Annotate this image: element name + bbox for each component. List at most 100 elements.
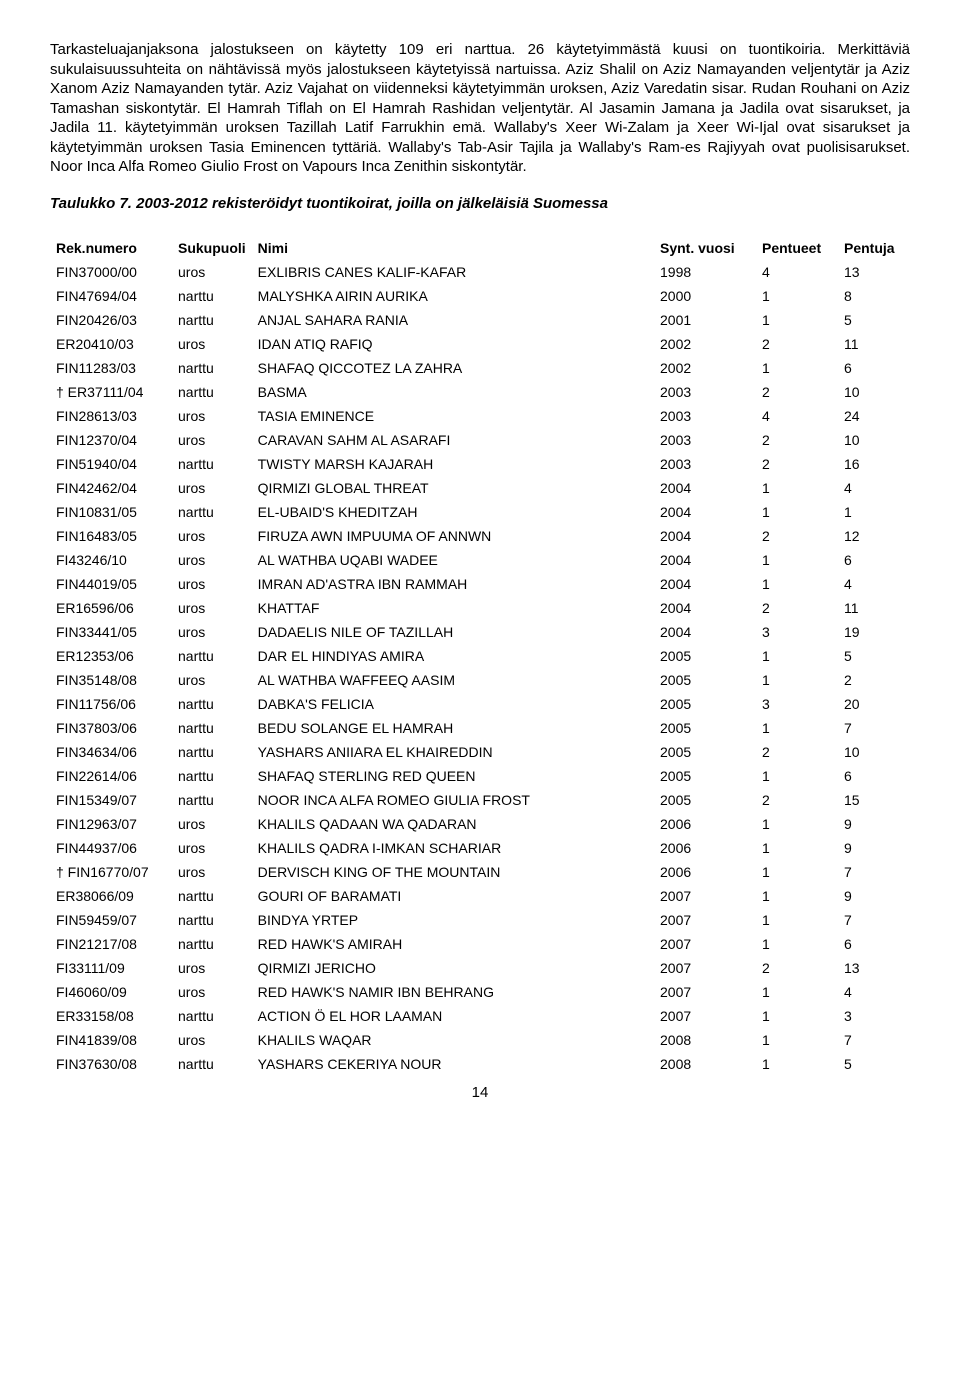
table-cell: 2 bbox=[756, 788, 838, 812]
table-row: ER20410/03urosIDAN ATIQ RAFIQ2002211 bbox=[50, 332, 910, 356]
table-row: ER38066/09narttuGOURI OF BARAMATI200719 bbox=[50, 884, 910, 908]
table-cell: AL WATHBA WAFFEEQ AASIM bbox=[252, 668, 654, 692]
table-cell: 20 bbox=[838, 692, 910, 716]
table-cell: 2 bbox=[756, 740, 838, 764]
table-cell: uros bbox=[172, 428, 252, 452]
table-cell: 2 bbox=[756, 428, 838, 452]
table-cell: FIN37630/08 bbox=[50, 1052, 172, 1076]
table-cell: DADAELIS NILE OF TAZILLAH bbox=[252, 620, 654, 644]
table-cell: 16 bbox=[838, 452, 910, 476]
table-cell: 1 bbox=[756, 1028, 838, 1052]
table-cell: 13 bbox=[838, 956, 910, 980]
table-cell: BASMA bbox=[252, 380, 654, 404]
table-cell: 4 bbox=[756, 260, 838, 284]
table-cell: 2003 bbox=[654, 380, 756, 404]
table-cell: 2004 bbox=[654, 548, 756, 572]
table-cell: 12 bbox=[838, 524, 910, 548]
table-cell: 2007 bbox=[654, 1004, 756, 1028]
table-cell: uros bbox=[172, 980, 252, 1004]
table-row: FIN37000/00urosEXLIBRIS CANES KALIF-KAFA… bbox=[50, 260, 910, 284]
table-cell: uros bbox=[172, 812, 252, 836]
header-name: Nimi bbox=[252, 222, 654, 260]
table-cell: 2005 bbox=[654, 788, 756, 812]
table-cell: † ER37111/04 bbox=[50, 380, 172, 404]
table-cell: 1 bbox=[756, 980, 838, 1004]
table-cell: KHALILS QADAAN WA QADARAN bbox=[252, 812, 654, 836]
table-cell: FIN11283/03 bbox=[50, 356, 172, 380]
table-cell: 1 bbox=[756, 1004, 838, 1028]
table-cell: 6 bbox=[838, 356, 910, 380]
table-cell: 5 bbox=[838, 644, 910, 668]
table-cell: 3 bbox=[838, 1004, 910, 1028]
table-cell: 2007 bbox=[654, 956, 756, 980]
table-cell: BEDU SOLANGE EL HAMRAH bbox=[252, 716, 654, 740]
table-cell: FIN34634/06 bbox=[50, 740, 172, 764]
table-cell: 2005 bbox=[654, 692, 756, 716]
table-row: FIN12963/07urosKHALILS QADAAN WA QADARAN… bbox=[50, 812, 910, 836]
table-cell: narttu bbox=[172, 908, 252, 932]
table-cell: FIN22614/06 bbox=[50, 764, 172, 788]
table-cell: KHALILS QADRA I-IMKAN SCHARIAR bbox=[252, 836, 654, 860]
table-row: FIN15349/07narttuNOOR INCA ALFA ROMEO GI… bbox=[50, 788, 910, 812]
table-row: FIN22614/06narttuSHAFAQ STERLING RED QUE… bbox=[50, 764, 910, 788]
table-cell: narttu bbox=[172, 308, 252, 332]
table-row: FIN28613/03urosTASIA EMINENCE2003424 bbox=[50, 404, 910, 428]
table-cell: 2005 bbox=[654, 764, 756, 788]
table-cell: FIN59459/07 bbox=[50, 908, 172, 932]
table-cell: TWISTY MARSH KAJARAH bbox=[252, 452, 654, 476]
table-cell: narttu bbox=[172, 500, 252, 524]
header-litters: Pentueet bbox=[756, 222, 838, 260]
table-cell: 2006 bbox=[654, 836, 756, 860]
table-row: FIN11756/06narttuDABKA'S FELICIA2005320 bbox=[50, 692, 910, 716]
table-cell: uros bbox=[172, 860, 252, 884]
table-row: FIN59459/07narttuBINDYA YRTEP200717 bbox=[50, 908, 910, 932]
table-cell: 24 bbox=[838, 404, 910, 428]
table-cell: 6 bbox=[838, 764, 910, 788]
table-cell: uros bbox=[172, 836, 252, 860]
table-cell: DERVISCH KING OF THE MOUNTAIN bbox=[252, 860, 654, 884]
table-cell: FIN35148/08 bbox=[50, 668, 172, 692]
table-cell: 4 bbox=[756, 404, 838, 428]
page-number: 14 bbox=[50, 1084, 910, 1101]
table-cell: 2007 bbox=[654, 980, 756, 1004]
table-cell: uros bbox=[172, 524, 252, 548]
table-cell: FIN37000/00 bbox=[50, 260, 172, 284]
table-cell: TASIA EMINENCE bbox=[252, 404, 654, 428]
table-cell: 2005 bbox=[654, 668, 756, 692]
table-cell: 1 bbox=[756, 812, 838, 836]
table-cell: 1 bbox=[756, 716, 838, 740]
table-cell: 2 bbox=[756, 452, 838, 476]
table-row: FIN20426/03narttuANJAL SAHARA RANIA20011… bbox=[50, 308, 910, 332]
table-cell: 2007 bbox=[654, 884, 756, 908]
table-cell: FIN37803/06 bbox=[50, 716, 172, 740]
table-cell: FIN16483/05 bbox=[50, 524, 172, 548]
table-cell: 7 bbox=[838, 860, 910, 884]
table-cell: QIRMIZI GLOBAL THREAT bbox=[252, 476, 654, 500]
header-sex: Sukupuoli bbox=[172, 222, 252, 260]
intro-paragraph: Tarkasteluajanjaksona jalostukseen on kä… bbox=[50, 40, 910, 177]
table-cell: 2004 bbox=[654, 620, 756, 644]
table-cell: FIN51940/04 bbox=[50, 452, 172, 476]
table-cell: 2004 bbox=[654, 500, 756, 524]
table-row: FIN37803/06narttuBEDU SOLANGE EL HAMRAH2… bbox=[50, 716, 910, 740]
table-cell: narttu bbox=[172, 884, 252, 908]
header-year: Synt. vuosi bbox=[654, 222, 756, 260]
header-puppies: Pentuja bbox=[838, 222, 910, 260]
table-cell: 2 bbox=[756, 596, 838, 620]
table-cell: NOOR INCA ALFA ROMEO GIULIA FROST bbox=[252, 788, 654, 812]
table-cell: FIN47694/04 bbox=[50, 284, 172, 308]
table-cell: KHALILS WAQAR bbox=[252, 1028, 654, 1052]
table-cell: narttu bbox=[172, 284, 252, 308]
table-cell: IDAN ATIQ RAFIQ bbox=[252, 332, 654, 356]
table-cell: 9 bbox=[838, 836, 910, 860]
table-cell: uros bbox=[172, 476, 252, 500]
table-cell: 1 bbox=[756, 764, 838, 788]
table-cell: 1 bbox=[756, 1052, 838, 1076]
table-cell: 1998 bbox=[654, 260, 756, 284]
table-cell: 1 bbox=[756, 476, 838, 500]
table-cell: ACTION Ö EL HOR LAAMAN bbox=[252, 1004, 654, 1028]
table-cell: 2008 bbox=[654, 1052, 756, 1076]
table-cell: ER33158/08 bbox=[50, 1004, 172, 1028]
table-cell: DAR EL HINDIYAS AMIRA bbox=[252, 644, 654, 668]
table-cell: † FIN16770/07 bbox=[50, 860, 172, 884]
